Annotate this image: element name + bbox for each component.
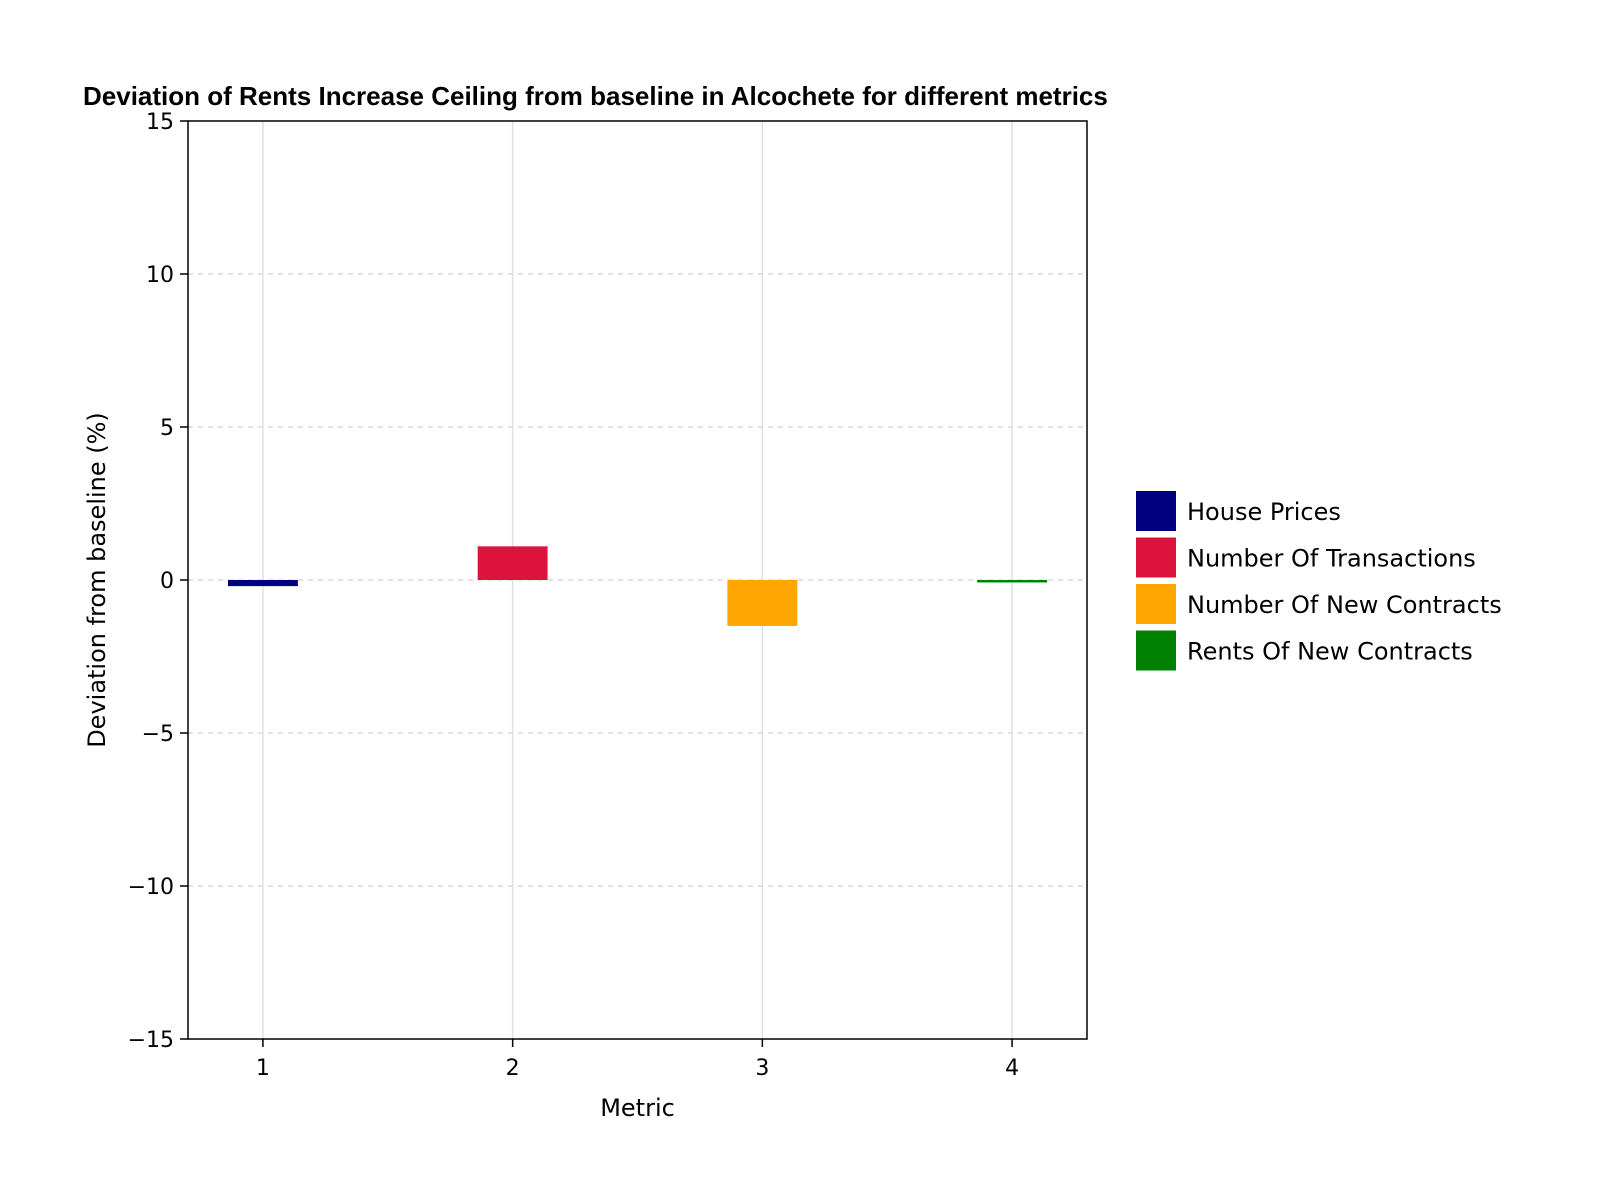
grid [188, 121, 1087, 1039]
legend-swatch-3 [1136, 584, 1176, 624]
x-tick-label-2: 2 [506, 1056, 520, 1081]
legend-label-4: Rents Of New Contracts [1187, 638, 1473, 666]
bars [227, 546, 1048, 626]
y-tick-label-15: 15 [146, 110, 174, 135]
legend-swatch-1 [1136, 491, 1176, 531]
bar-4 [977, 580, 1048, 583]
x-axis: 1 2 3 4 [256, 1039, 1019, 1081]
y-tick-label-0: 0 [160, 569, 174, 594]
legend: House Prices Number Of Transactions Number… [1136, 491, 1502, 671]
legend-swatch-2 [1136, 537, 1176, 578]
y-tick-label-5: 5 [160, 416, 174, 441]
bar-2 [477, 546, 548, 580]
x-axis-label: Metric [600, 1094, 675, 1122]
legend-label-3: Number Of New Contracts [1187, 591, 1502, 619]
y-axis: −15 −10 −5 0 5 10 15 [128, 110, 188, 1053]
x-tick-label-4: 4 [1005, 1056, 1019, 1081]
y-tick-label--10: −10 [128, 875, 174, 900]
y-tick-label-10: 10 [146, 263, 174, 288]
y-tick-label--5: −5 [142, 722, 174, 747]
legend-label-1: House Prices [1187, 498, 1341, 526]
chart-title: Deviation of Rents Increase Ceiling from… [83, 81, 1108, 111]
legend-label-2: Number Of Transactions [1187, 545, 1476, 573]
y-tick-label--15: −15 [128, 1028, 174, 1053]
bar-3 [727, 580, 798, 626]
x-tick-label-3: 3 [755, 1056, 769, 1081]
x-tick-label-1: 1 [256, 1056, 270, 1081]
bar-1 [227, 580, 298, 587]
legend-swatch-4 [1136, 630, 1176, 671]
y-axis-label: Deviation from baseline (%) [83, 412, 111, 748]
